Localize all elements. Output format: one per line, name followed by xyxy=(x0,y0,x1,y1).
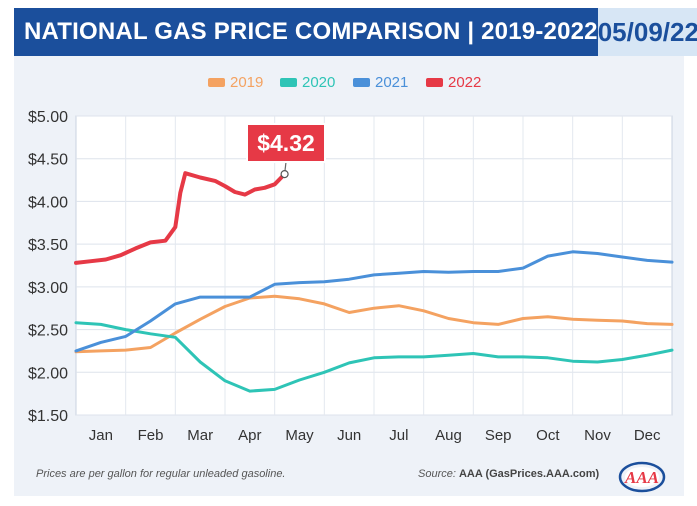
series-line-2022 xyxy=(74,171,287,265)
x-tick-label: Jan xyxy=(89,427,113,444)
y-tick-label: $4.50 xyxy=(28,152,68,169)
y-tick-label: $2.50 xyxy=(28,323,68,340)
y-tick-label: $5.00 xyxy=(28,109,68,126)
source-line: Source: AAA (GasPrices.AAA.com) xyxy=(418,468,599,480)
source-text: AAA (GasPrices.AAA.com) xyxy=(458,468,600,480)
x-tick-label: May xyxy=(285,427,314,444)
legend-swatch-2022 xyxy=(426,78,443,87)
y-tick-label: $4.00 xyxy=(28,194,68,211)
x-tick-label: Apr xyxy=(238,427,261,444)
header-bar: NATIONAL GAS PRICE COMPARISON | 2019-202… xyxy=(14,8,697,56)
legend-label-2019: 2019 xyxy=(230,74,263,91)
x-tick-label: Oct xyxy=(536,427,560,444)
chart-date: 05/09/22 xyxy=(597,8,697,56)
x-tick-label: Sep xyxy=(485,427,512,444)
legend-swatch-2020 xyxy=(280,78,297,87)
x-tick-label: Nov xyxy=(584,427,611,444)
legend-label-2021: 2021 xyxy=(375,74,408,91)
x-tick-label: Aug xyxy=(435,427,462,444)
annotation-box xyxy=(246,123,326,163)
y-tick-label: $3.50 xyxy=(28,237,68,254)
chart-title: NATIONAL GAS PRICE COMPARISON | 2019-202… xyxy=(14,8,598,56)
series-line-2020 xyxy=(74,321,674,393)
legend-swatch-2019 xyxy=(208,78,225,87)
legend-label-2022: 2022 xyxy=(448,74,481,91)
y-tick-label: $1.50 xyxy=(28,408,68,425)
y-tick-label: $2.00 xyxy=(28,365,68,382)
annotation-point xyxy=(280,169,289,179)
series-line-2019 xyxy=(74,294,674,354)
footnote: Prices are per gallon for regular unlead… xyxy=(36,468,286,480)
legend-label-2020: 2020 xyxy=(302,74,335,91)
aaa-logo-text: AAA xyxy=(624,468,659,487)
x-tick-label: Dec xyxy=(634,427,661,444)
aaa-logo-icon: AAA xyxy=(618,461,666,493)
x-tick-label: Mar xyxy=(187,427,213,444)
annotation-label: $4.32 xyxy=(257,130,315,156)
y-tick-label: $3.00 xyxy=(28,280,68,297)
legend-swatch-2021 xyxy=(353,78,370,87)
x-tick-label: Jun xyxy=(337,427,361,444)
source-prefix: Source: xyxy=(418,468,456,480)
x-tick-label: Feb xyxy=(138,427,164,444)
series-line-2021 xyxy=(74,250,674,353)
x-tick-label: Jul xyxy=(389,427,408,444)
